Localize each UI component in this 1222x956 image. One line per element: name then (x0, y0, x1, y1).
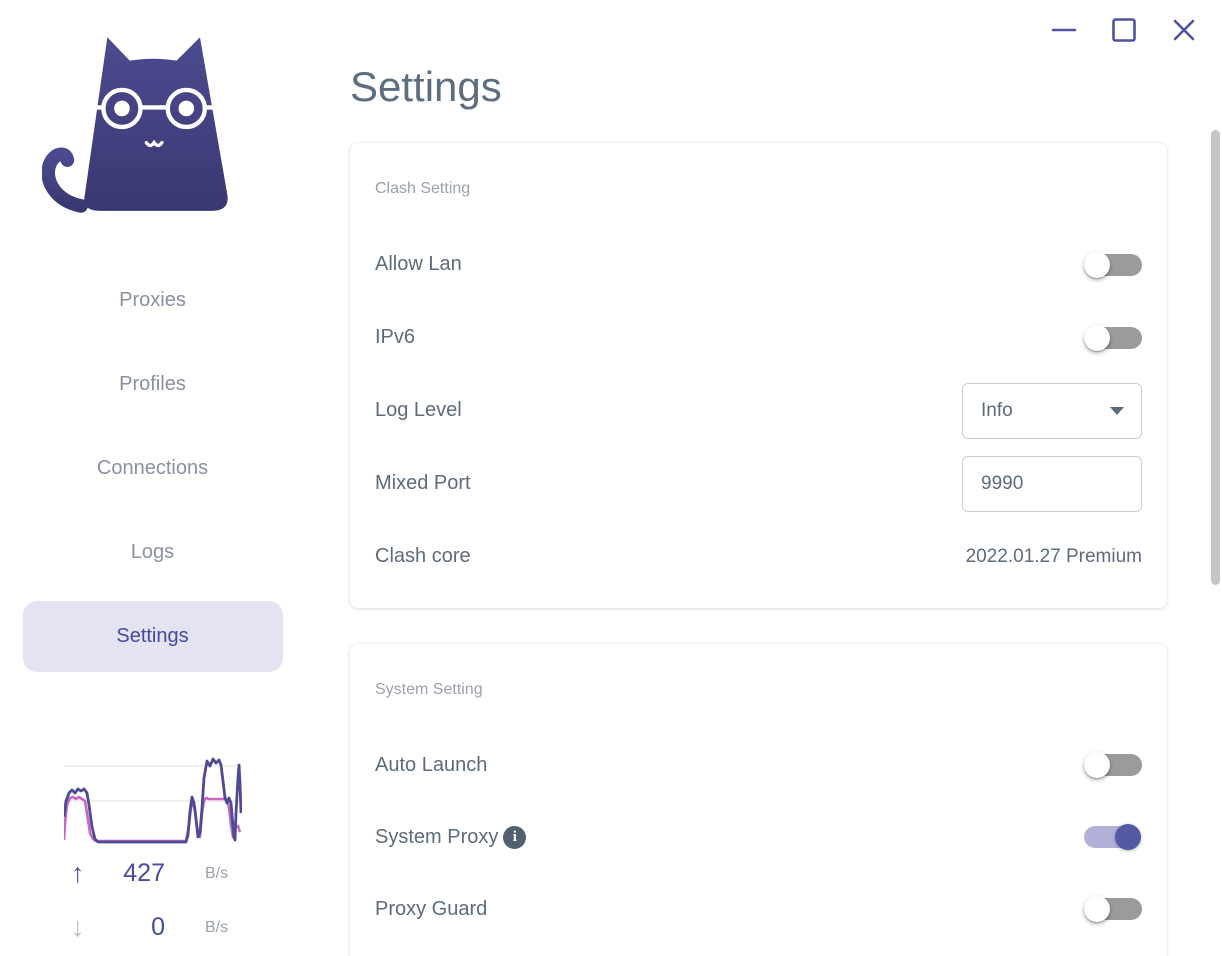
sidebar-item-label: Connections (96, 456, 209, 479)
cat-body (84, 37, 228, 211)
system-proxy-row: System Proxy i (375, 801, 1142, 873)
download-arrow-icon: ↓ (71, 912, 85, 942)
clash-core-version: 2022.01.27 Premium (965, 545, 1142, 567)
upload-speed-value: 427 (123, 859, 165, 887)
cat-tail (42, 147, 88, 213)
upload-stat-row: ↑ 427 B/s (0, 856, 305, 890)
page-title: Settings (350, 63, 502, 110)
allow-lan-row: Allow Lan (375, 228, 1142, 301)
log-level-selected-value: Info (981, 399, 1013, 421)
download-speed-unit: B/s (205, 919, 229, 936)
maximize-icon (1112, 18, 1136, 42)
ipv6-label: IPv6 (375, 326, 416, 348)
info-icon[interactable]: i (503, 825, 527, 849)
sidebar-item-proxies[interactable]: Proxies (0, 258, 305, 342)
toggle-thumb (1115, 824, 1141, 850)
upload-speed-unit: B/s (205, 865, 229, 882)
maximize-button[interactable] (1110, 16, 1138, 44)
system-proxy-label: System Proxy (375, 825, 499, 848)
main-content: Settings Clash Setting Allow Lan IPv6 Lo… (350, 0, 1167, 956)
download-speed-value: 0 (151, 913, 165, 941)
log-level-row: Log Level Info (375, 374, 1142, 447)
toggle-thumb (1084, 251, 1110, 278)
mixed-port-input-box (962, 455, 1142, 512)
cat-left-eye (114, 100, 130, 117)
system-proxy-toggle[interactable] (1084, 823, 1142, 851)
log-level-label: Log Level (375, 399, 462, 421)
cat-right-eye (178, 100, 195, 117)
sidebar-item-label: Settings (116, 624, 189, 647)
sidebar-item-connections[interactable]: Connections (0, 426, 305, 510)
minimize-icon (1051, 28, 1077, 32)
clash-cat-logo (42, 37, 228, 213)
traffic-graph (64, 757, 242, 844)
clash-core-row: Clash core 2022.01.27 Premium (375, 520, 1142, 593)
mixed-port-label: Mixed Port (375, 472, 471, 494)
auto-launch-row: Auto Launch (375, 729, 1142, 801)
toggle-thumb (1084, 896, 1110, 922)
clash-setting-card: Clash Setting Allow Lan IPv6 Log Level (350, 143, 1167, 608)
upload-arrow-icon: ↑ (71, 858, 85, 888)
system-setting-header: System Setting (375, 681, 483, 698)
auto-launch-toggle[interactable] (1084, 751, 1142, 779)
allow-lan-toggle[interactable] (1084, 251, 1142, 279)
ipv6-row: IPv6 (375, 301, 1142, 374)
clash-core-label: Clash core (375, 545, 471, 567)
mixed-port-input[interactable] (963, 456, 1141, 511)
proxy-guard-toggle[interactable] (1084, 895, 1142, 923)
close-button[interactable] (1170, 16, 1198, 44)
minimize-button[interactable] (1050, 16, 1078, 44)
allow-lan-label: Allow Lan (375, 253, 462, 275)
toggle-thumb (1084, 324, 1110, 351)
sidebar-item-profiles[interactable]: Profiles (0, 342, 305, 426)
sidebar-item-label: Proxies (119, 288, 186, 311)
window-controls (1050, 16, 1198, 44)
sidebar: Proxies Profiles Connections Logs Settin… (0, 0, 305, 956)
cat-mouth (144, 139, 164, 148)
scrollbar-thumb[interactable] (1211, 130, 1220, 585)
system-setting-card: System Setting Auto Launch System Proxy … (350, 644, 1167, 956)
sidebar-item-logs[interactable]: Logs (0, 510, 305, 594)
log-level-select[interactable]: Info (962, 382, 1142, 439)
upload-sparkline (64, 757, 242, 844)
mixed-port-row: Mixed Port (375, 447, 1142, 520)
clash-setting-header: Clash Setting (375, 180, 471, 197)
download-stat-row: ↓ 0 B/s (0, 910, 305, 944)
auto-launch-label: Auto Launch (375, 753, 488, 776)
proxy-guard-row: Proxy Guard (375, 873, 1142, 945)
chevron-down-icon (1110, 406, 1124, 415)
sidebar-item-settings[interactable]: Settings (0, 594, 305, 678)
proxy-guard-label: Proxy Guard (375, 897, 488, 920)
sidebar-nav: Proxies Profiles Connections Logs Settin… (0, 258, 305, 678)
close-icon (1173, 19, 1195, 41)
sidebar-item-label: Profiles (119, 372, 186, 395)
ipv6-toggle[interactable] (1084, 324, 1142, 352)
toggle-thumb (1084, 752, 1110, 778)
sidebar-item-label: Logs (130, 540, 175, 563)
